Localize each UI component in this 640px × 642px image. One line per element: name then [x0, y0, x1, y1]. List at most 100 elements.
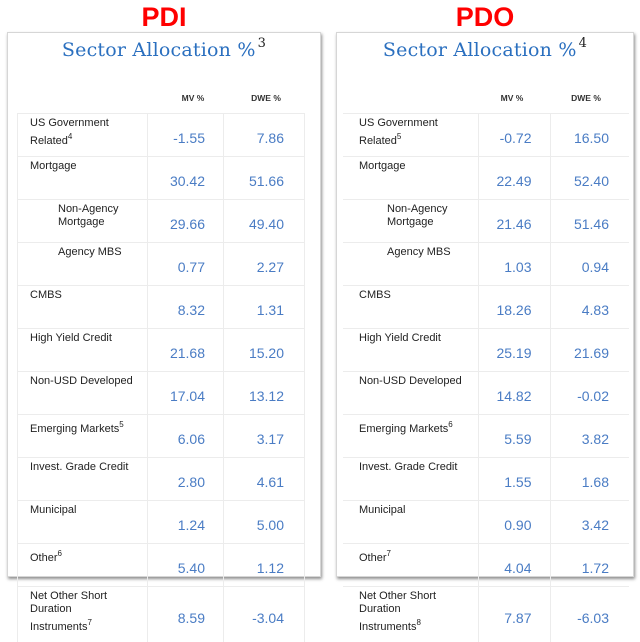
- mv-value: 2.80: [148, 458, 224, 501]
- mv-value: 5.40: [148, 544, 224, 587]
- dwe-value: -3.04: [224, 587, 305, 642]
- sector-label-cell: Emerging Markets6: [343, 415, 478, 458]
- sector-label: Agency MBS: [58, 246, 122, 259]
- table-row: Net Other Short Duration Instruments7 8.5…: [18, 587, 305, 642]
- footnote-marker: 5: [397, 132, 401, 141]
- sector-label-cell: Municipal: [343, 501, 478, 544]
- pdi-sector-allocation-card: Sector Allocation %3 MV % DWE % US Gover…: [7, 32, 321, 577]
- fund-label-pdi: PDI: [7, 2, 321, 33]
- mv-value: 25.19: [478, 329, 550, 372]
- sector-label-cell: Net Other Short Duration Instruments8: [343, 587, 478, 642]
- sector-label-text: Mortgage: [359, 160, 405, 172]
- sector-label: Emerging Markets6: [359, 418, 453, 436]
- mv-value: 1.24: [148, 501, 224, 544]
- sector-label: Non-USD Developed: [30, 375, 133, 388]
- card-title: Sector Allocation %4: [337, 36, 633, 61]
- dwe-value: 4.83: [550, 286, 629, 329]
- sector-label: CMBS: [30, 289, 62, 302]
- dwe-value: 13.12: [224, 372, 305, 415]
- mv-value: 14.82: [478, 372, 550, 415]
- sector-label-cell: Mortgage: [18, 157, 148, 200]
- dwe-value: 15.20: [224, 329, 305, 372]
- sector-label-text: Emerging Markets: [359, 423, 448, 435]
- dwe-value: -0.02: [550, 372, 629, 415]
- sector-label: Net Other Short Duration Instruments8: [359, 590, 444, 634]
- mv-value: 29.66: [148, 200, 224, 243]
- dwe-value: 2.27: [224, 243, 305, 286]
- sector-label-text: Agency MBS: [58, 246, 122, 258]
- dwe-value: 3.42: [550, 501, 629, 544]
- sector-label: High Yield Credit: [30, 332, 112, 345]
- sector-label: High Yield Credit: [359, 332, 441, 345]
- mv-value: 6.06: [148, 415, 224, 458]
- sector-label: CMBS: [359, 289, 391, 302]
- dwe-value: 3.82: [550, 415, 629, 458]
- sector-label-text: Non-Agency Mortgage: [58, 203, 119, 228]
- column-header-mv: MV %: [163, 93, 223, 103]
- column-header-dwe: DWE %: [556, 93, 616, 103]
- sector-label: Non-Agency Mortgage: [58, 203, 153, 229]
- sector-label: Municipal: [30, 504, 76, 517]
- mv-value: 21.46: [478, 200, 550, 243]
- column-header-mv: MV %: [482, 93, 542, 103]
- sector-label-cell: Non-Agency Mortgage: [18, 200, 148, 243]
- sector-label-cell: Mortgage: [343, 157, 478, 200]
- dwe-value: 1.68: [550, 458, 629, 501]
- footnote-marker: 7: [87, 618, 91, 627]
- sector-label-cell: Non-USD Developed: [18, 372, 148, 415]
- sector-label-text: Invest. Grade Credit: [359, 461, 457, 473]
- mv-value: 18.26: [478, 286, 550, 329]
- sector-label: Municipal: [359, 504, 405, 517]
- mv-value: 0.77: [148, 243, 224, 286]
- footnote-marker: 6: [58, 549, 62, 558]
- sector-label: Other7: [359, 547, 391, 565]
- footnote-marker: 4: [68, 132, 72, 141]
- sector-label-cell: Municipal: [18, 501, 148, 544]
- dwe-value: 16.50: [550, 114, 629, 157]
- sector-label-cell: US Government Related4: [18, 114, 148, 157]
- sector-label-text: High Yield Credit: [359, 332, 441, 344]
- sector-label: Net Other Short Duration Instruments7: [30, 590, 115, 634]
- dwe-value: 21.69: [550, 329, 629, 372]
- sector-label-text: Net Other Short Duration Instruments: [30, 590, 107, 633]
- mv-value: 8.32: [148, 286, 224, 329]
- mv-value: 8.59: [148, 587, 224, 642]
- dwe-value: 7.86: [224, 114, 305, 157]
- sector-label-text: Municipal: [30, 504, 76, 516]
- mv-value: 4.04: [478, 544, 550, 587]
- mv-value: 1.55: [478, 458, 550, 501]
- dwe-value: 1.72: [550, 544, 629, 587]
- dwe-value: 51.46: [550, 200, 629, 243]
- footnote-marker: 5: [119, 420, 123, 429]
- sector-label-text: High Yield Credit: [30, 332, 112, 344]
- sector-label-text: Other: [359, 552, 387, 564]
- sector-label: Non-Agency Mortgage: [387, 203, 482, 229]
- mv-value: 5.59: [478, 415, 550, 458]
- title-text: Sector Allocation %: [62, 39, 256, 61]
- sector-label: Other6: [30, 547, 62, 565]
- sector-label-cell: Agency MBS: [343, 243, 478, 286]
- sector-label-text: Mortgage: [30, 160, 76, 172]
- sector-label-text: CMBS: [30, 289, 62, 301]
- dwe-value: -6.03: [550, 587, 629, 642]
- mv-value: -0.72: [478, 114, 550, 157]
- mv-value: 1.03: [478, 243, 550, 286]
- sector-label-cell: Other7: [343, 544, 478, 587]
- sector-label-cell: CMBS: [343, 286, 478, 329]
- sector-label-text: Non-Agency Mortgage: [387, 203, 448, 228]
- sector-label-text: CMBS: [359, 289, 391, 301]
